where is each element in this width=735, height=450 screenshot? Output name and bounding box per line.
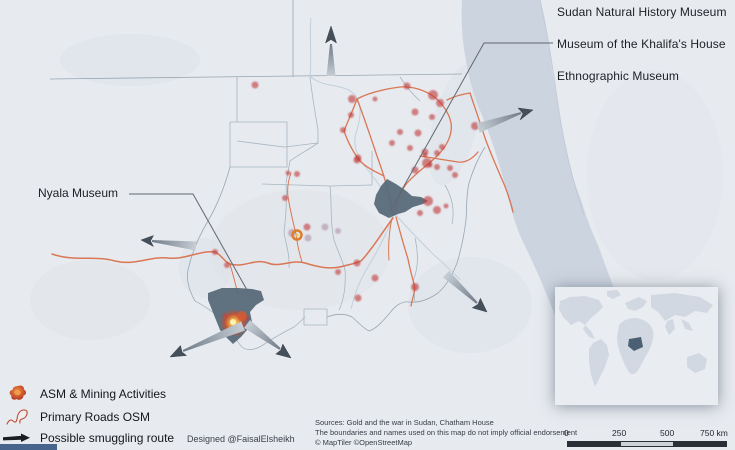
scale-tick-0: 0 [564, 428, 569, 438]
label-sudan-natural-history-museum: Sudan Natural History Museum [557, 5, 727, 19]
boundary-lines [49, 0, 486, 351]
label-museum-of-the-khalifas-house: Museum of the Khalifa's House [557, 37, 726, 51]
legend-item-smuggling-route: Possible smuggling route [3, 427, 174, 449]
label-ethnographic-museum: Ethnographic Museum [557, 69, 679, 83]
legend-item-mining: ASM & Mining Activities [3, 383, 166, 405]
scale-bar [567, 441, 727, 447]
red-sea [461, 0, 630, 345]
road-squiggle-icon [3, 406, 33, 428]
scale-segment-3 [673, 442, 727, 446]
smuggling-arrow-west [140, 235, 197, 251]
inset-sudan-highlight [628, 337, 643, 351]
leader-lines [129, 42, 553, 291]
attribution-line: © MapTiler ©OpenStreetMap [315, 438, 413, 447]
smuggling-arrow-icon [3, 427, 33, 449]
designer-credit: Designed @FaisalElsheikh [187, 434, 295, 444]
arabia-coastline [539, 0, 585, 216]
legend-label-mining: ASM & Mining Activities [40, 387, 167, 401]
label-nyala-museum: Nyala Museum [38, 186, 119, 200]
legend-label-smuggling-route: Possible smuggling route [40, 431, 175, 445]
source-line: Sources: Gold and the war in Sudan, Chat… [315, 418, 494, 427]
leader-line-nyala-museum [129, 193, 248, 291]
inset-continents [559, 290, 713, 387]
scale-segment-2 [620, 442, 674, 446]
smuggling-arrow-east [476, 107, 534, 133]
smuggling-arrow-southeast-nyala [244, 320, 292, 359]
legend-label-roads: Primary Roads OSM [40, 410, 151, 424]
khartoum-state-shape [374, 179, 428, 218]
legend-item-roads: Primary Roads OSM [3, 406, 150, 428]
sources-block: Sources: Gold and the war in Sudan, Chat… [315, 418, 577, 448]
smuggling-arrow-southeast-bluenile [442, 270, 488, 313]
mining-blob-icon [3, 383, 33, 405]
bottom-corner-strip [0, 444, 57, 450]
nile-rivers [309, 17, 461, 310]
smuggling-route-arrows [140, 25, 534, 359]
scale-tick-500: 500 [660, 428, 675, 438]
leader-line-khalifa-museum [389, 42, 553, 212]
smuggling-arrow-north [325, 25, 337, 76]
asm-donut-marker [291, 229, 303, 241]
world-inset-map [555, 287, 718, 405]
scale-tick-750km: 750 km [700, 428, 728, 438]
smuggling-arrow-southwest [169, 321, 245, 358]
scale-tick-250: 250 [612, 428, 627, 438]
disclaimer-line: The boundaries and names used on this ma… [315, 428, 578, 437]
scale-segment-1 [568, 442, 621, 446]
